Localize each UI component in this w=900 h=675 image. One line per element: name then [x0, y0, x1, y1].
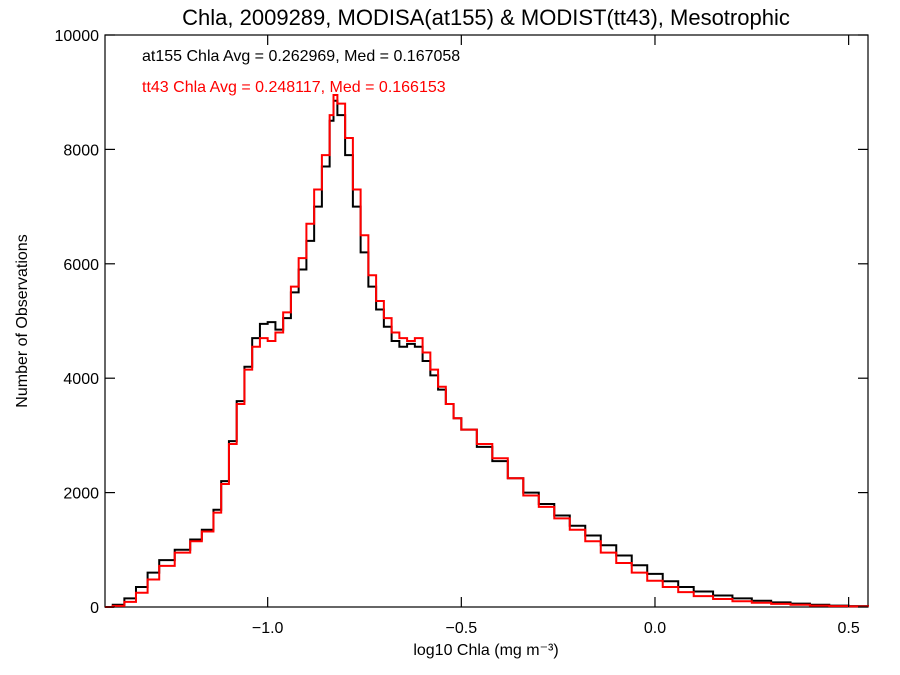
series-line-1: [105, 94, 869, 608]
chart-title: Chla, 2009289, MODISA(at155) & MODIST(tt…: [182, 5, 790, 30]
y-tick-label: 6000: [63, 257, 99, 274]
annotation-tt43-stats: tt43 Chla Avg = 0.248117, Med = 0.166153: [142, 79, 446, 96]
plot-frame: [104, 34, 869, 608]
x-tick-label: 0.0: [644, 620, 666, 637]
y-tick-label: 2000: [63, 486, 99, 503]
y-tick-label: 4000: [63, 371, 99, 388]
ticks-layer: −1.0 −0.5 0.0 0.5 0 2000 4000 6000 8000 10000: [55, 28, 868, 637]
series-layer: [105, 94, 869, 608]
x-tick-label: −1.0: [252, 620, 284, 637]
annotation-at155-stats: at155 Chla Avg = 0.262969, Med = 0.16705…: [142, 48, 460, 65]
y-axis-label: Number of Observations: [14, 234, 31, 407]
x-tick-label: −0.5: [446, 620, 478, 637]
y-tick-label: 8000: [63, 142, 99, 159]
x-axis-label: log10 Chla (mg m⁻³): [413, 642, 558, 659]
y-tick-label: 10000: [55, 28, 100, 45]
y-tick-label: 0: [90, 600, 99, 617]
series-line-0: [105, 99, 869, 608]
x-tick-label: 0.5: [838, 620, 860, 637]
